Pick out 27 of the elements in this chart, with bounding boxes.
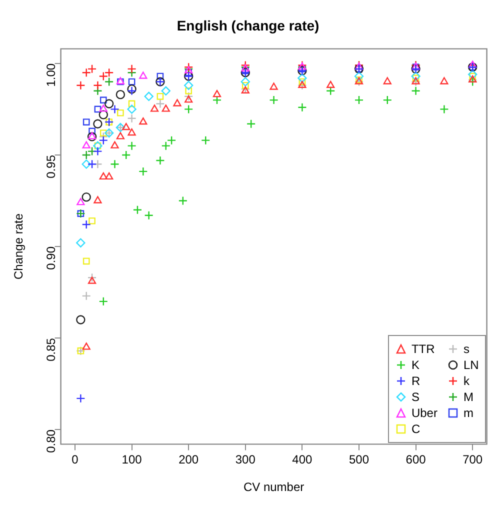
y-tick-label: 0.90: [44, 246, 58, 270]
legend-label: s: [463, 342, 470, 356]
x-tick-label: 400: [292, 452, 313, 467]
legend-label: S: [411, 390, 420, 404]
legend-label: R: [411, 374, 420, 388]
x-tick-label: 700: [462, 452, 483, 467]
legend-label: C: [411, 422, 420, 436]
x-tick-label: 500: [348, 452, 370, 467]
legend-label: LN: [463, 358, 479, 372]
x-tick-label: 200: [178, 452, 199, 467]
x-tick-label: 0: [72, 452, 79, 467]
x-tick-label: 300: [235, 452, 256, 467]
legend-label: M: [463, 390, 474, 404]
x-tick-label: 100: [122, 452, 142, 467]
legend-label: K: [411, 358, 420, 372]
y-tick-label: 0.80: [44, 429, 58, 453]
y-tick-label: 1.00: [44, 63, 58, 87]
legend-label: m: [463, 406, 474, 420]
x-axis-title: CV number: [243, 480, 304, 494]
chart-title: English (change rate): [176, 17, 320, 34]
x-tick-label: 600: [406, 452, 426, 467]
legend-label: Uber: [411, 406, 438, 420]
y-tick-label: 0.95: [44, 154, 58, 178]
legend-label: k: [463, 374, 470, 388]
y-tick-label: 0.85: [44, 338, 58, 362]
y-axis-title: Change rate: [12, 213, 26, 280]
legend-label: TTR: [411, 342, 435, 356]
